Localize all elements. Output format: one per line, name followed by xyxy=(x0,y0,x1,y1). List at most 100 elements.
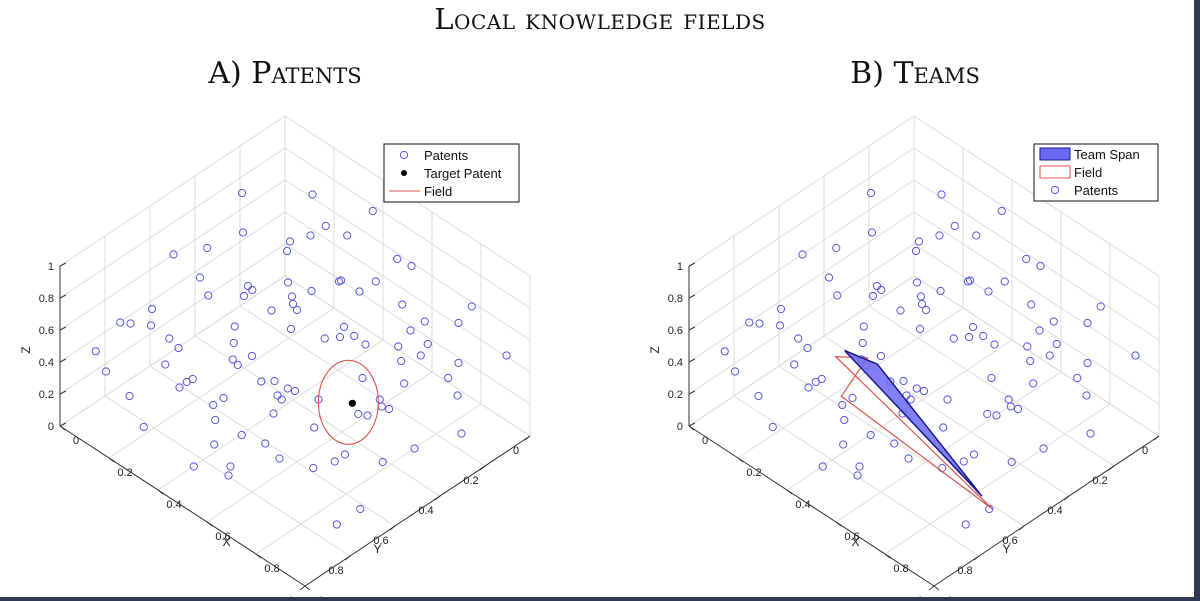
patent-point xyxy=(912,278,922,287)
z-tick-label: 0.4 xyxy=(39,357,54,369)
grid-line xyxy=(149,365,396,527)
x-tick xyxy=(737,457,744,463)
grid-line xyxy=(59,211,286,363)
grid-line xyxy=(206,371,433,523)
patent-point xyxy=(277,395,286,404)
patent-point xyxy=(848,393,857,403)
grid-line xyxy=(884,403,1111,555)
patent-point xyxy=(1083,358,1092,368)
patent-point xyxy=(290,386,300,396)
patent-point xyxy=(283,278,293,287)
z-tick-label: 1 xyxy=(677,261,683,273)
patent-point xyxy=(1073,373,1082,383)
patent-point xyxy=(139,422,148,432)
patent-point xyxy=(914,237,924,246)
y-tick-label: 0 xyxy=(1142,445,1148,457)
z-tick xyxy=(688,422,696,427)
legend-team-span-label: Team Span xyxy=(1074,147,1140,162)
patent-point xyxy=(961,520,970,529)
patent-point xyxy=(804,383,813,392)
grid-line xyxy=(104,395,351,557)
patent-point xyxy=(91,347,100,356)
x-tick xyxy=(108,457,115,463)
patent-point xyxy=(790,360,799,369)
patent-point xyxy=(229,338,238,348)
patent-point xyxy=(798,250,807,259)
x-tick xyxy=(835,521,842,527)
patent-point xyxy=(904,454,913,463)
patent-point xyxy=(282,246,292,256)
patent-point xyxy=(406,326,415,335)
z-tick-label: 0.8 xyxy=(39,293,54,305)
patent-point xyxy=(243,281,253,291)
patent-point xyxy=(350,331,359,341)
patent-point xyxy=(126,319,135,328)
patent-point xyxy=(416,351,425,360)
y-tick xyxy=(344,555,351,561)
grid-line xyxy=(284,147,531,309)
patent-point xyxy=(384,404,394,414)
patent-point xyxy=(283,384,292,393)
frame-edge-right xyxy=(1194,0,1200,601)
patent-point xyxy=(335,332,345,342)
patent-point xyxy=(876,351,886,361)
patent-point xyxy=(1007,457,1016,467)
x-tick xyxy=(255,553,262,559)
patent-point xyxy=(754,391,763,401)
legend-patents-label: Patents xyxy=(1074,183,1119,198)
patent-point xyxy=(336,276,346,285)
patent-point xyxy=(343,231,352,240)
patent-point xyxy=(968,322,978,332)
patent-point xyxy=(896,306,905,315)
x-tick-label: 0.6 xyxy=(844,531,859,543)
patent-point xyxy=(267,306,276,315)
y-tick xyxy=(973,555,980,561)
patent-point xyxy=(890,439,899,448)
patent-point xyxy=(211,415,220,425)
grid-line xyxy=(835,371,1062,523)
panel-a-title: A) Patents xyxy=(208,56,362,91)
legend-patents-marker xyxy=(1050,185,1060,195)
patent-point xyxy=(917,299,927,309)
patent-point xyxy=(950,221,959,231)
patent-point xyxy=(911,246,921,256)
y-tick xyxy=(524,435,531,441)
patent-point xyxy=(1035,326,1044,335)
patent-point xyxy=(1023,342,1032,351)
patent-point xyxy=(915,324,925,334)
patent-point xyxy=(238,228,248,237)
grid-line xyxy=(284,275,531,437)
z-tick xyxy=(59,422,67,427)
z-tick-label: 0.8 xyxy=(668,293,683,305)
patent-point xyxy=(965,276,975,285)
patent-point xyxy=(330,457,339,466)
grid-line xyxy=(108,307,335,459)
patent-point xyxy=(310,423,319,432)
patents-3d-scatter: 0 0 0 0.2 0.2 0.2 0.4 0.4 0.4 0.6 0.6 0.6 0.8 0.8 0.8 1… xyxy=(19,115,531,601)
legend-box xyxy=(1033,143,1159,202)
z-tick xyxy=(688,358,696,363)
patent-point xyxy=(921,305,931,315)
patent-point xyxy=(775,321,785,330)
x-tick-label: 0 xyxy=(702,435,708,447)
patent-point xyxy=(321,221,330,231)
patent-point xyxy=(916,292,926,301)
patent-point xyxy=(147,304,157,314)
x-tick xyxy=(206,521,213,527)
patent-point xyxy=(720,347,729,356)
legend-patents-marker xyxy=(399,150,409,160)
z-axis-label: Z xyxy=(19,346,33,353)
patent-point xyxy=(125,391,134,401)
grid-line xyxy=(59,179,286,331)
grid-line xyxy=(284,179,531,341)
patent-point xyxy=(444,373,453,383)
patent-point xyxy=(984,287,993,296)
patent-point xyxy=(997,206,1006,216)
y-tick-label: 0.4 xyxy=(1047,505,1062,517)
patent-point xyxy=(840,415,849,425)
patent-point xyxy=(867,228,877,237)
z-tick xyxy=(59,262,67,267)
patent-point xyxy=(407,261,416,271)
patent-point xyxy=(101,367,111,376)
patent-points xyxy=(720,188,1140,529)
